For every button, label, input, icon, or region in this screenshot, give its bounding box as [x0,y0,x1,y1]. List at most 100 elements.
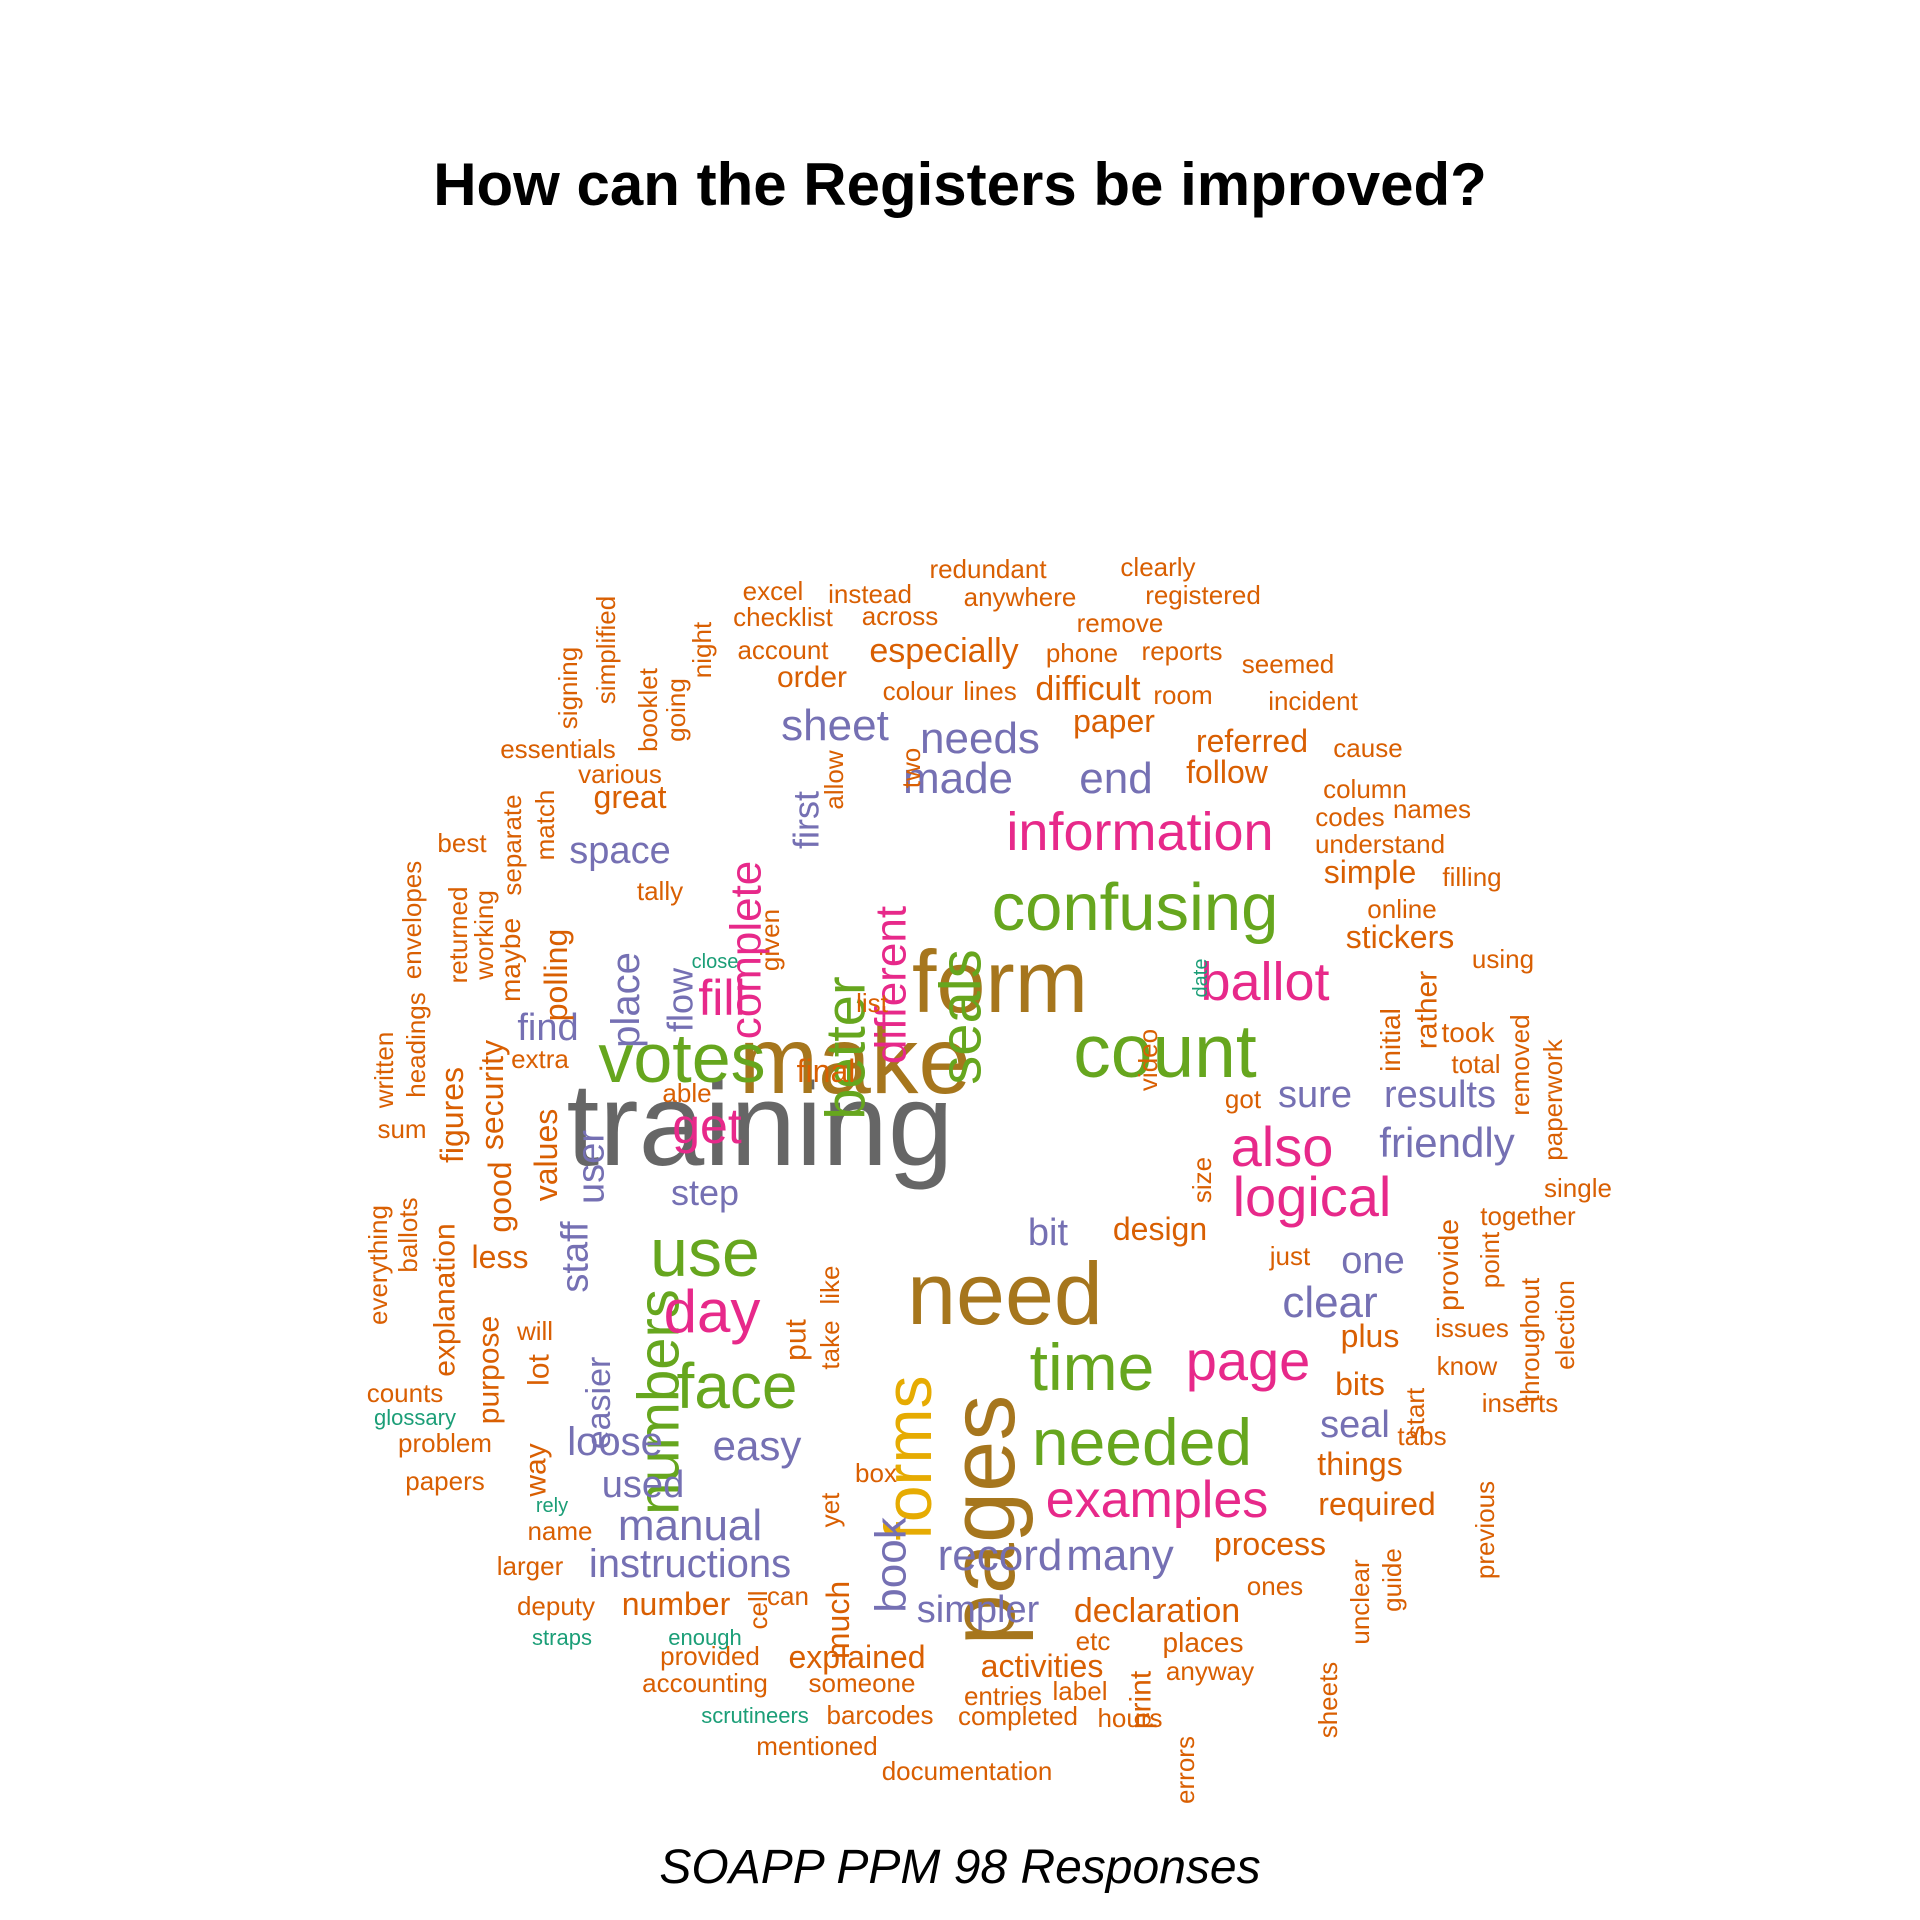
word-ballots: ballots [393,1197,423,1272]
word-votes: votes [598,1019,765,1097]
word-need: need [907,1244,1103,1343]
word-match: match [530,790,560,861]
word-easier: easier [580,1357,618,1450]
word-room: room [1153,680,1212,710]
word-signing: signing [553,647,583,729]
word-instead: instead [828,579,912,609]
page-subtitle: SOAPP PPM 98 Responses [659,1841,1261,1894]
word-filling: filling [1442,862,1501,892]
word-phone: phone [1046,638,1118,668]
word-across: across [862,601,939,631]
word-use: use [650,1215,760,1291]
word-required: required [1318,1486,1435,1522]
word-envelopes: envelopes [397,861,427,980]
word-form: form [912,932,1088,1031]
word-place: place [604,952,648,1048]
word-step: step [671,1172,739,1213]
word-lot: lot [523,1353,556,1385]
word-friendly: friendly [1379,1119,1514,1166]
word-codes: codes [1315,802,1384,832]
word-straps: straps [532,1625,592,1650]
word-rather: rather [1411,971,1444,1049]
word-page: page [1186,1329,1311,1392]
word-instructions: instructions [589,1542,791,1586]
word-date: date [1190,959,1212,998]
word-examples: examples [1046,1471,1269,1529]
word-larger: larger [497,1551,564,1581]
word-yet: yet [815,1492,845,1527]
word-make: make [739,1008,971,1114]
word-reports: reports [1142,636,1223,666]
word-results: results [1384,1074,1496,1116]
word-documentation: documentation [882,1756,1053,1786]
word-tabs: tabs [1397,1421,1446,1451]
word-previous: previous [1470,1481,1500,1579]
word-number: number [622,1586,731,1622]
page-title: How can the Registers be improved? [433,151,1487,218]
word-needed: needed [1032,1405,1252,1479]
word-cause: cause [1333,733,1402,763]
word-total: total [1451,1049,1500,1079]
word-essentials: essentials [500,734,616,764]
word-declaration: declaration [1074,1592,1240,1630]
word-checklist: checklist [733,602,833,632]
word-clearly: clearly [1120,552,1195,582]
word-needs: needs [920,714,1040,763]
word-flow: flow [660,967,701,1032]
word-simple: simple [1324,854,1416,890]
word-able: able [662,1078,711,1108]
word-headings: headings [401,992,431,1098]
word-way: way [520,1443,553,1497]
word-single: single [1544,1173,1612,1203]
word-like: like [815,1265,845,1304]
word-referred: referred [1196,723,1308,759]
word-record: record [938,1531,1063,1580]
word-bits: bits [1335,1366,1385,1402]
word-print: print [1125,1670,1158,1729]
word-understand: understand [1315,829,1445,859]
word-maybe: maybe [495,918,526,1002]
word-many: many [1066,1531,1174,1580]
word-extra: extra [511,1044,569,1074]
word-one: one [1341,1240,1404,1282]
word-name: name [527,1516,592,1546]
word-together: together [1480,1201,1576,1231]
word-someone: someone [809,1668,916,1698]
word-easy: easy [713,1422,802,1469]
word-staff: staff [554,1221,596,1293]
word-returned: returned [443,887,473,984]
word-sheets: sheets [1313,1662,1343,1739]
word-better: better [814,976,877,1119]
word-anyway: anyway [1166,1656,1254,1686]
word-end: end [1079,754,1152,803]
word-security: security [474,1040,510,1150]
word-find: find [517,1007,578,1049]
word-separate: separate [497,794,527,895]
word-various: various [578,759,662,789]
word-box: box [855,1458,897,1488]
word-working: working [469,890,499,981]
word-design: design [1113,1211,1207,1247]
word-fill: fill [698,970,745,1026]
word-size: size [1187,1157,1217,1203]
word-point: point [1475,1231,1505,1288]
word-problem: problem [398,1428,492,1458]
word-good: good [482,1161,518,1232]
word-counts: counts [367,1378,444,1408]
word-simpler: simpler [917,1589,1040,1631]
word-account: account [737,635,829,665]
word-booklet: booklet [633,667,663,752]
word-accounting: accounting [642,1668,768,1698]
word-polling: polling [538,929,574,1022]
word-took: took [1442,1017,1496,1048]
word-column: column [1323,774,1407,804]
word-made: made [903,754,1013,803]
word-anywhere: anywhere [964,582,1077,612]
word-know: know [1437,1351,1498,1381]
word-first: first [786,791,827,849]
word-etc: etc [1076,1626,1111,1656]
word-activities: activities [981,1648,1104,1684]
word-glossary: glossary [374,1405,456,1430]
word-removed: removed [1505,1014,1535,1115]
